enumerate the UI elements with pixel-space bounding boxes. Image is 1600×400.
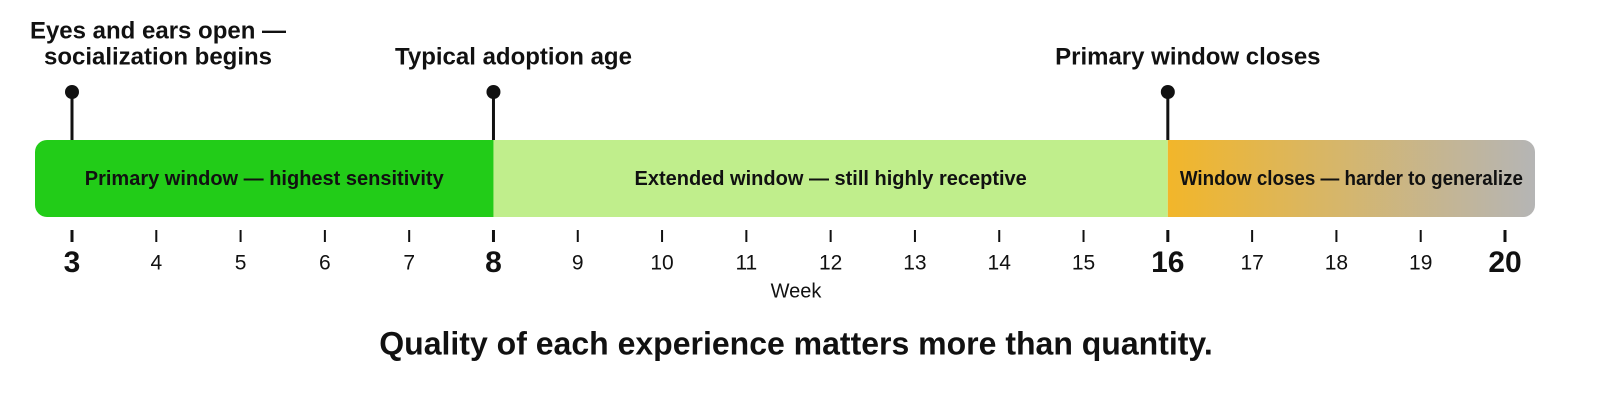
tick-label: 3 [64,246,81,279]
tick-label: 9 [572,252,584,275]
tick-label: 20 [1488,246,1521,279]
marker-label: socialization begins [44,43,272,70]
tick-label: 17 [1240,252,1263,275]
band-label: Extended window — still highly receptive [634,168,1026,190]
tick-label: 12 [819,252,842,275]
marker-dot [1160,85,1175,99]
tick-label: 8 [485,246,502,279]
band [35,140,494,217]
marker-dot [65,85,79,99]
tick-label: 5 [235,252,247,275]
tick-label: 18 [1325,252,1348,275]
band-label: Window closes — harder to generalize [1180,168,1523,190]
marker-label: Eyes and ears open — [30,17,286,44]
tick-label: 13 [903,252,926,275]
tick-label: 11 [735,252,757,275]
bar [35,140,1535,217]
tick-label: 19 [1409,252,1432,275]
band [493,140,1168,217]
tick-label: 16 [1151,246,1184,279]
marker-dot [486,85,501,99]
marker-label: Primary window closes [1055,43,1320,70]
tick-label: 14 [988,252,1012,275]
axis-label: Week [771,280,823,302]
tick-label: 6 [319,252,331,275]
band-label: Primary window — highest sensitivity [85,168,445,190]
tick-label: 15 [1072,252,1095,275]
tick-label: 7 [403,252,415,275]
tick-label: 4 [150,252,162,275]
band [1167,140,1535,217]
marker-label: Typical adoption age [395,43,632,70]
tick-label: 10 [650,252,673,275]
caption: Quality of each experience matters more … [379,325,1212,361]
